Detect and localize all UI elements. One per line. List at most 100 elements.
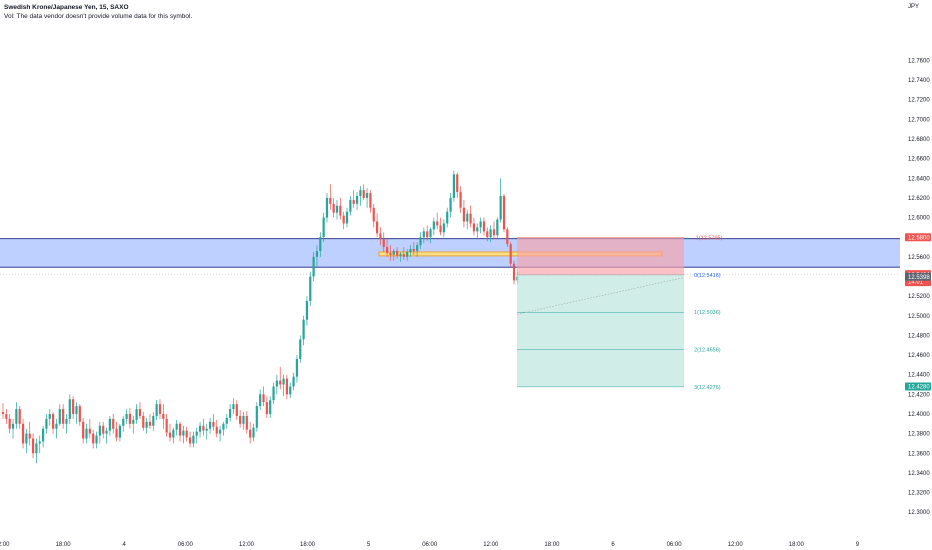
candle-body — [102, 425, 105, 434]
candle-body — [21, 423, 25, 444]
y-tick-label: 12.7000 — [908, 117, 930, 123]
candle-body — [98, 425, 101, 436]
candle-body — [245, 415, 248, 430]
y-tick-label: 12.4000 — [908, 412, 930, 418]
candle-body — [362, 190, 365, 198]
x-tick-label: 9 — [856, 542, 860, 548]
candle-body — [1, 412, 5, 414]
candle-body — [65, 418, 68, 424]
candle-body — [289, 386, 292, 395]
candle-body — [122, 418, 125, 426]
candle-body — [41, 428, 45, 442]
candle-body — [412, 249, 415, 251]
candle-body — [145, 421, 148, 428]
candle-body — [182, 430, 185, 436]
candle-body — [15, 409, 18, 424]
y-tick-label: 12.5600 — [908, 255, 930, 261]
candle-body — [486, 231, 489, 238]
candle-body — [479, 221, 482, 228]
candle-body — [382, 239, 385, 248]
candle-body — [345, 211, 349, 224]
position-tool[interactable]: -1(12.5795) 0(12.5416) 1(12.5036) 2(12.4656… — [516, 236, 723, 391]
candle-body — [195, 431, 198, 436]
candle-body — [18, 409, 21, 424]
candle-body — [112, 418, 115, 429]
y-tick-label: 12.5200 — [908, 294, 930, 300]
candle-body — [452, 174, 455, 198]
candle-body — [305, 301, 309, 320]
candle-body — [168, 432, 172, 438]
candle-body — [432, 221, 435, 230]
candle-body — [265, 402, 268, 414]
candle-body — [499, 195, 502, 220]
candle-body — [215, 426, 218, 434]
candle-body — [282, 378, 285, 385]
candle-body — [279, 380, 282, 385]
candle-body — [92, 433, 95, 444]
x-tick-label: 18:00 — [300, 542, 316, 548]
candle-body — [492, 229, 496, 236]
candle-body — [426, 231, 429, 238]
candle-body — [142, 415, 145, 428]
candle-body — [459, 192, 462, 208]
candle-body — [165, 418, 168, 433]
position-level-label: 0(12.5416) — [694, 273, 721, 279]
candle-body — [446, 211, 449, 224]
candle-body — [78, 406, 81, 422]
candle-body — [429, 229, 432, 238]
x-tick-label: 12:00 — [483, 542, 499, 548]
y-tick-label: 12.5000 — [908, 314, 930, 320]
candle-body — [259, 394, 262, 407]
time-axis[interactable]: 12:00 18:00 4 06:00 12:00 18:00 5 06:00 12:00 18:… — [0, 542, 860, 548]
candles-layer — [1, 170, 519, 464]
candle-body — [352, 199, 355, 204]
candle-body — [232, 404, 235, 410]
candle-body — [75, 406, 78, 414]
candle-body — [48, 413, 51, 419]
candle-body — [162, 413, 165, 419]
candle-body — [95, 435, 98, 444]
candle-body — [332, 203, 335, 213]
y-tick-label: 12.3200 — [908, 491, 930, 497]
candle-body — [392, 250, 395, 255]
candle-body — [342, 215, 345, 224]
candle-body — [188, 437, 192, 444]
x-tick-label: 06:00 — [667, 542, 683, 548]
candle-body — [178, 423, 182, 436]
candle-body — [292, 376, 295, 387]
candle-body — [275, 380, 278, 387]
y-tick-label: 12.4200 — [908, 392, 930, 398]
candle-body — [68, 399, 71, 419]
candle-body — [319, 237, 322, 251]
price-axis[interactable]: 12.3000 12.3200 12.3400 12.3600 12.3800 12.40… — [905, 58, 931, 516]
candle-body — [349, 199, 352, 212]
candle-body — [269, 400, 272, 414]
candle-body — [132, 419, 135, 424]
candle-body — [192, 435, 195, 444]
x-tick-label: 6 — [611, 542, 615, 548]
x-tick-label: 12:00 — [728, 542, 744, 548]
candle-body — [476, 227, 479, 232]
candle-body — [272, 386, 275, 401]
candle-body — [322, 217, 325, 238]
candle-body — [105, 430, 108, 434]
candle-body — [212, 421, 215, 427]
candle-body — [375, 221, 379, 234]
candle-body — [406, 251, 409, 257]
x-tick-label: 4 — [123, 542, 127, 548]
y-tick-label: 12.7400 — [908, 78, 930, 84]
candle-body — [512, 263, 516, 281]
candle-body — [235, 404, 238, 416]
y-tick-label: 12.3400 — [908, 471, 930, 477]
candle-body — [108, 418, 111, 431]
candle-body — [389, 252, 392, 255]
zones-layer — [0, 238, 900, 275]
candle-body — [222, 423, 225, 430]
candle-body — [379, 233, 382, 240]
candle-body — [45, 418, 48, 429]
candle-body — [416, 245, 419, 251]
candle-body — [462, 207, 466, 222]
y-tick-label: 12.3600 — [908, 451, 930, 457]
candle-body — [152, 415, 155, 426]
